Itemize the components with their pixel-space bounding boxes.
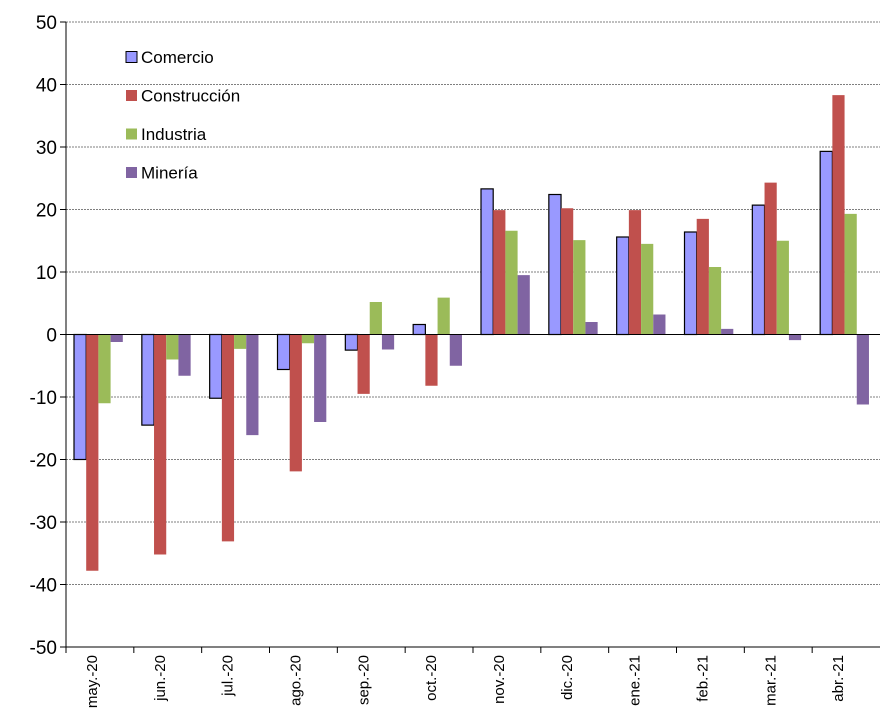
- bar-industria-6: [505, 230, 518, 335]
- x-tick-label: mar.-21: [762, 655, 779, 706]
- bar-comercio-2: [209, 333, 223, 399]
- bar-mineria-1: [178, 334, 191, 376]
- x-tick-label: sep.-20: [355, 655, 372, 705]
- x-tick-label: ene.-21: [627, 655, 644, 706]
- y-tick-label: 10: [36, 263, 57, 284]
- y-tick-label: -50: [30, 638, 57, 659]
- bar-mineria-6: [517, 275, 530, 335]
- bar-comercio-11: [819, 150, 833, 336]
- legend: Comercio Construcción Industria Minería: [125, 48, 240, 183]
- bar-mineria-3: [314, 334, 327, 422]
- bar-mineria-0: [110, 334, 123, 342]
- bar-industria-3: [301, 334, 315, 344]
- y-tick-label: -30: [30, 513, 57, 534]
- bar-mineria-4: [381, 334, 395, 350]
- x-tick-label: dic.-20: [559, 655, 576, 700]
- y-tick-label: -40: [30, 576, 57, 597]
- bar-construccion-11: [832, 95, 845, 335]
- bar-industria-1: [166, 334, 179, 360]
- bar-comercio-7: [548, 193, 562, 336]
- bar-industria-9: [708, 267, 722, 335]
- bar-construccion-0: [86, 334, 99, 571]
- bar-comercio-5: [412, 323, 426, 336]
- bar-construccion-4: [357, 334, 370, 394]
- bar-industria-0: [98, 334, 111, 404]
- x-tick-label: jul.-20: [220, 655, 237, 697]
- bar-comercio-0: [73, 333, 87, 461]
- y-tick-label: 50: [36, 13, 57, 34]
- x-tick-label: nov.-20: [491, 655, 508, 704]
- bar-industria-4: [369, 302, 382, 335]
- bar-mineria-11: [856, 334, 869, 405]
- legend-label: Construcción: [141, 87, 240, 106]
- bar-mineria-5: [449, 334, 462, 366]
- bar-construccion-8: [628, 210, 642, 335]
- x-tick-label: ago.-20: [287, 655, 304, 706]
- y-tick-label: 20: [36, 201, 57, 222]
- x-tick-label: may.-20: [84, 655, 101, 708]
- legend-label: Industria: [141, 125, 207, 144]
- legend-swatch: [126, 128, 137, 140]
- bar-construccion-9: [696, 218, 709, 335]
- x-tick-label: jun.-20: [152, 655, 169, 702]
- bar-construccion-6: [493, 210, 506, 335]
- bar-construccion-10: [764, 182, 777, 335]
- legend-label: Minería: [141, 164, 198, 183]
- y-tick-label: 30: [36, 138, 57, 159]
- bar-industria-10: [776, 240, 789, 335]
- bar-construccion-1: [154, 334, 167, 555]
- x-tick-label: feb.-21: [694, 655, 711, 702]
- bar-construccion-7: [561, 208, 574, 335]
- bar-comercio-9: [683, 231, 698, 336]
- bar-industria-5: [437, 297, 450, 335]
- legend-swatch: [126, 90, 137, 101]
- bar-comercio-10: [751, 204, 766, 336]
- bar-construccion-2: [221, 334, 235, 542]
- legend-swatch: [125, 51, 138, 63]
- bar-industria-7: [573, 240, 586, 335]
- bar-industria-2: [234, 334, 247, 349]
- y-tick-label: -10: [30, 388, 57, 409]
- bar-mineria-7: [585, 322, 598, 335]
- bar-comercio-8: [616, 236, 630, 336]
- legend-swatch: [126, 167, 137, 178]
- bar-mineria-2: [246, 334, 259, 436]
- bar-industria-11: [844, 213, 857, 335]
- x-tick-label: abr.-21: [830, 655, 847, 702]
- bar-construccion-5: [425, 334, 438, 386]
- bar-construccion-3: [289, 334, 302, 472]
- bar-comercio-1: [141, 333, 155, 426]
- y-tick-label: 0: [46, 326, 57, 347]
- bar-mineria-10: [788, 334, 802, 341]
- bar-mineria-9: [721, 328, 734, 335]
- x-tick-label: oct.-20: [423, 655, 440, 701]
- axes: -50 -40 -30 -20 -10 0 10 20 30 40 50 may.-20 jun.-20…: [30, 13, 880, 708]
- bars: [73, 95, 869, 571]
- bar-mineria-8: [653, 314, 666, 335]
- y-tick-label: 40: [36, 76, 57, 97]
- legend-label: Comercio: [141, 48, 214, 67]
- bar-industria-8: [641, 243, 654, 335]
- bar-comercio-4: [344, 333, 359, 351]
- y-tick-label: -20: [30, 451, 57, 472]
- bar-comercio-3: [276, 333, 291, 371]
- bar-comercio-6: [480, 188, 494, 336]
